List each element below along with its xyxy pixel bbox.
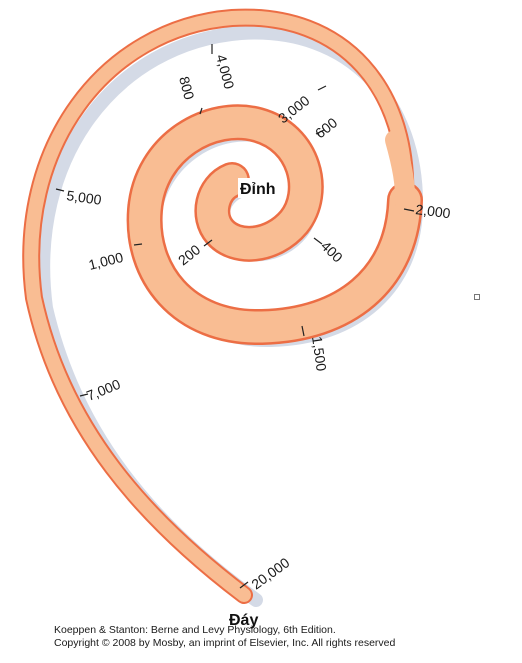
tick-200 xyxy=(203,239,213,247)
tick-400 xyxy=(313,237,323,245)
tick-label-7000: 7,000 xyxy=(84,376,123,404)
tick-800 xyxy=(199,107,203,115)
apex-label-bg xyxy=(238,178,282,198)
tick-2000 xyxy=(403,208,415,212)
spiral-fill xyxy=(24,10,413,602)
tick-1500 xyxy=(301,325,305,337)
tick-label-2000: 2,000 xyxy=(415,201,452,221)
apex-label: Đỉnh xyxy=(240,181,276,198)
small-square-marker xyxy=(474,294,480,300)
tick-label-3000: 3,000 xyxy=(275,92,313,126)
credit-line-2: Copyright © 2008 by Mosby, an imprint of… xyxy=(54,637,396,649)
tick-7000 xyxy=(79,393,89,397)
tick-3000 xyxy=(317,85,327,91)
tick-marks xyxy=(55,44,415,589)
tick-label-1500: 1,500 xyxy=(309,335,330,372)
tick-1000 xyxy=(133,243,143,246)
tick-label-600: 600 xyxy=(312,114,340,141)
tick-label-400: 400 xyxy=(318,238,346,266)
tick-label-1000: 1,000 xyxy=(87,249,125,273)
tick-label-200: 200 xyxy=(175,241,203,268)
tick-label-800: 800 xyxy=(176,75,198,102)
tick-20000 xyxy=(239,581,249,589)
base-label: Đáy xyxy=(229,612,258,629)
tick-label-4000: 4,000 xyxy=(213,53,238,91)
tick-label-20000: 20,000 xyxy=(248,554,292,592)
credit-line-1: Koeppen & Stanton: Berne and Levy Physio… xyxy=(54,624,336,636)
spiral-join xyxy=(385,130,416,215)
figure-credits: Koeppen & Stanton: Berne and Levy Physio… xyxy=(54,624,395,650)
tick-5000 xyxy=(55,188,65,192)
cochlea-spiral xyxy=(22,8,423,604)
spiral-fill-inner xyxy=(129,106,421,343)
tick-label-5000: 5,000 xyxy=(66,187,103,208)
tick-600 xyxy=(315,129,325,135)
